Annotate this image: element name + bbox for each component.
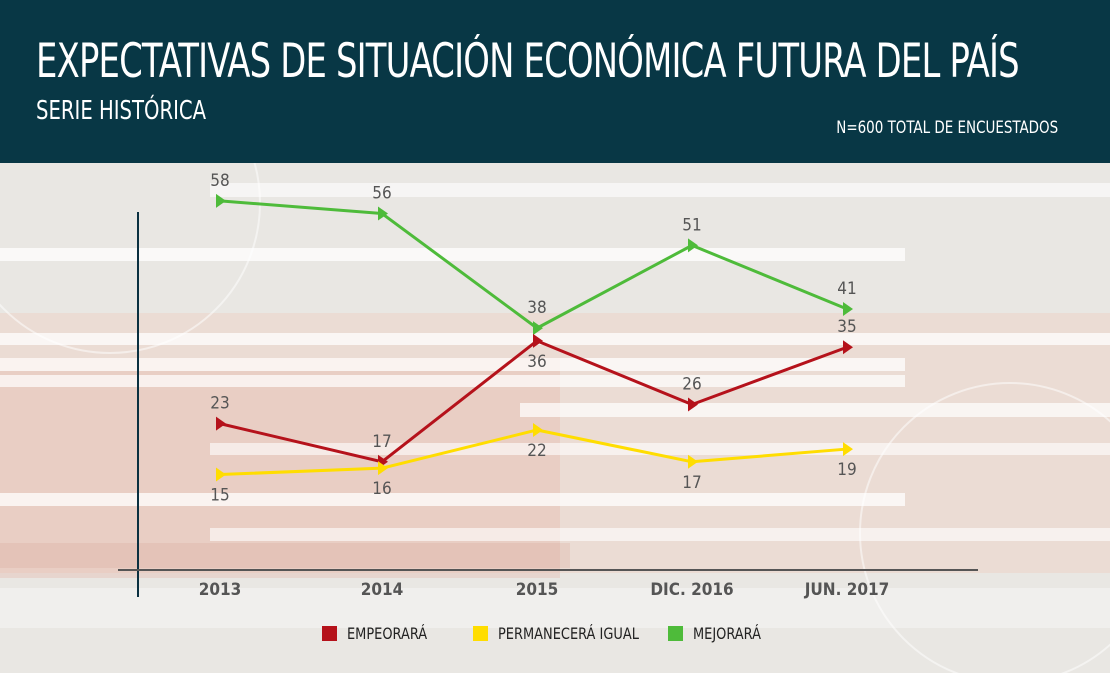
data-point-permanecera-0	[216, 467, 226, 482]
data-point-empeorara-3	[688, 397, 698, 412]
legend-label-empeorara: EMPEORARÁ	[347, 624, 428, 643]
data-point-permanecera-1	[378, 461, 388, 476]
data-label-mejorara-0: 58	[210, 171, 229, 191]
legend-item-permanecera: PERMANECERÁ IGUAL	[473, 624, 655, 643]
data-label-empeorara-1: 17	[372, 432, 391, 452]
legend-swatch-mejorara	[668, 626, 683, 641]
data-label-permanecera-4: 19	[837, 460, 856, 480]
data-label-empeorara-3: 26	[682, 375, 701, 395]
series-layer: 58 56 38 51 41 23 17 36 26 35 15 16 22 17 19	[210, 171, 856, 506]
legend-label-permanecera: PERMANECERÁ IGUAL	[498, 624, 639, 643]
data-label-mejorara-3: 51	[682, 215, 701, 235]
data-point-permanecera-2	[533, 422, 543, 437]
x-tick-label-0: 2013	[199, 580, 242, 600]
legend-swatch-permanecera	[473, 626, 488, 641]
tick-label-layer: 2013 2014 2015 DIC. 2016 JUN. 2017	[199, 580, 890, 600]
data-label-empeorara-2: 36	[527, 352, 546, 372]
data-label-mejorara-2: 38	[527, 298, 546, 318]
series-mejorara: 58 56 38 51 41	[210, 171, 857, 336]
page-title: EXPECTATIVAS DE SITUACIÓN ECONÓMICA FUTU…	[36, 34, 1020, 89]
sample-size-note: N=600 TOTAL DE ENCUESTADOS	[836, 118, 1058, 138]
data-point-mejorara-4	[843, 302, 853, 317]
page-subtitle: SERIE HISTÓRICA	[36, 96, 207, 126]
legend-item-empeorara: EMPEORARÁ	[322, 624, 436, 643]
data-label-permanecera-2: 22	[527, 441, 546, 461]
x-tick-label-2: 2015	[516, 580, 559, 600]
data-point-empeorara-2	[533, 333, 543, 348]
data-point-mejorara-3	[688, 238, 698, 253]
data-point-mejorara-0	[216, 193, 226, 208]
series-permanecera: 15 16 22 17 19	[210, 422, 857, 506]
data-label-permanecera-3: 17	[682, 473, 701, 493]
data-point-permanecera-3	[688, 454, 698, 469]
header-banner: EXPECTATIVAS DE SITUACIÓN ECONÓMICA FUTU…	[0, 0, 1110, 163]
data-label-empeorara-4: 35	[837, 317, 856, 337]
legend-swatch-empeorara	[322, 626, 337, 641]
data-label-mejorara-4: 41	[837, 279, 856, 299]
data-label-mejorara-1: 56	[372, 184, 391, 204]
data-point-permanecera-4	[843, 442, 853, 457]
x-tick-label-4: JUN. 2017	[804, 580, 890, 600]
data-point-empeorara-0	[216, 416, 226, 431]
data-point-mejorara-1	[378, 206, 388, 221]
x-tick-label-3: DIC. 2016	[650, 580, 733, 600]
legend-label-mejorara: MEJORARÁ	[693, 624, 761, 643]
legend-item-mejorara: MEJORARÁ	[668, 624, 768, 643]
data-label-empeorara-0: 23	[210, 394, 229, 414]
legend: EMPEORARÁ PERMANECERÁ IGUAL MEJORARÁ	[0, 624, 1110, 654]
data-label-permanecera-1: 16	[372, 479, 391, 499]
x-tick-label-1: 2014	[361, 580, 404, 600]
data-label-permanecera-0: 15	[210, 486, 229, 506]
data-point-mejorara-2	[533, 321, 543, 336]
data-point-empeorara-4	[843, 340, 853, 355]
